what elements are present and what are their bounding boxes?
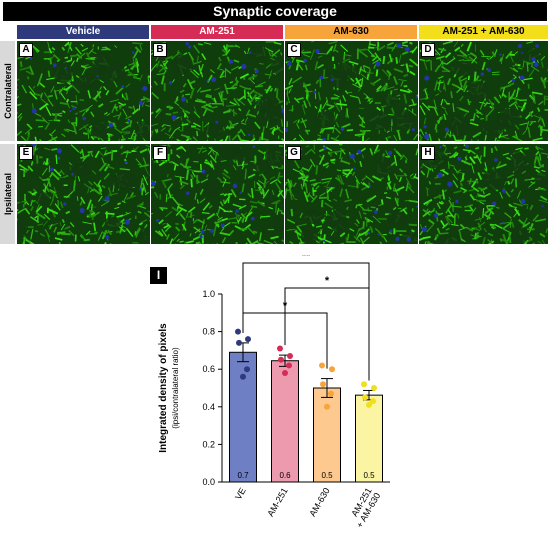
micrograph-image xyxy=(419,41,548,141)
data-point xyxy=(370,398,376,405)
micrograph-panel-b: B xyxy=(151,41,284,141)
y-axis-label: Integrated density of pixels xyxy=(158,323,169,453)
data-point xyxy=(240,373,246,380)
micrograph-image xyxy=(151,41,284,141)
significance-label: * xyxy=(325,275,330,287)
y-tick-label: 1.0 xyxy=(202,289,215,299)
significance-label: ** xyxy=(302,255,311,262)
y-tick-label: 0.0 xyxy=(202,477,215,487)
data-point xyxy=(319,362,325,369)
y-tick-label: 0.6 xyxy=(202,364,215,374)
data-point xyxy=(235,328,241,335)
bar xyxy=(313,387,341,483)
bar-value-label: 0.7 xyxy=(237,471,249,480)
significance-bracket xyxy=(242,312,328,369)
micrograph-image xyxy=(285,144,418,244)
data-point xyxy=(320,381,326,388)
data-point xyxy=(366,401,372,408)
y-tick-label: 0.2 xyxy=(202,439,215,449)
column-header-am251: AM-251 xyxy=(151,25,283,39)
bar xyxy=(229,351,257,483)
x-tick-label-line: AM-630 xyxy=(307,486,331,518)
chart-panel-letter: I xyxy=(150,267,167,284)
row-label-ipsilateral: Ipsilateral xyxy=(0,144,15,244)
data-point xyxy=(245,336,251,343)
figure-title: Synaptic coverage xyxy=(3,2,547,21)
x-tick-label-line: AM-251 xyxy=(265,486,289,518)
micrograph-panel-f: F xyxy=(151,144,284,244)
data-point xyxy=(278,356,284,363)
panel-letter: A xyxy=(19,43,33,57)
data-point xyxy=(329,366,335,373)
row-label-contralateral-text: Contralateral xyxy=(2,63,13,119)
data-point xyxy=(362,394,368,401)
x-tick-label: AM-251 xyxy=(265,486,289,518)
bar-value-label: 0.5 xyxy=(321,471,333,480)
x-tick-label: AM-251+ AM-630 xyxy=(346,486,383,530)
micrograph-image xyxy=(151,144,284,244)
data-point xyxy=(328,390,334,397)
micrograph-image xyxy=(17,144,150,244)
x-tick-label: VE xyxy=(233,486,248,501)
column-header-combo: AM-251 + AM-630 xyxy=(419,25,548,39)
panel-letter: E xyxy=(19,146,33,160)
data-point xyxy=(236,339,242,346)
data-point xyxy=(324,403,330,410)
micrograph-panel-c: C xyxy=(285,41,418,141)
panel-letter: B xyxy=(153,43,167,57)
data-point xyxy=(287,353,293,360)
micrograph-panel-a: A xyxy=(17,41,150,141)
y-tick-label: 0.8 xyxy=(202,327,215,337)
data-point xyxy=(286,362,292,369)
row-label-contralateral: Contralateral xyxy=(0,41,15,141)
panel-letter: D xyxy=(421,43,435,57)
bar xyxy=(355,394,383,483)
row-label-ipsilateral-text: Ipsilateral xyxy=(2,172,13,216)
bar xyxy=(271,360,299,483)
panel-letter: G xyxy=(287,146,301,160)
micrograph-image xyxy=(285,41,418,141)
micrograph-panel-g: G xyxy=(285,144,418,244)
significance-bracket xyxy=(242,262,370,381)
bar-chart: 0.0 0.2 0.4 0.6 0.8 1.0 Integrated density of … xyxy=(158,255,390,530)
x-tick-label-line: VE xyxy=(233,486,248,501)
micrograph-image xyxy=(17,41,150,141)
data-point xyxy=(282,369,288,376)
panel-letter: H xyxy=(421,146,435,160)
micrograph-panel-h: H xyxy=(419,144,548,244)
column-header-vehicle: Vehicle xyxy=(17,25,149,39)
micrograph-image xyxy=(419,144,548,244)
y-axis-sublabel: (ipsi/contralateral ratio) xyxy=(171,347,180,429)
column-header-am630: AM-630 xyxy=(285,25,417,39)
data-point xyxy=(371,385,377,391)
y-tick-label: 0.4 xyxy=(202,402,215,412)
data-point xyxy=(244,366,250,373)
significance-bracket xyxy=(284,287,370,381)
micrograph-panel-d: D xyxy=(419,41,548,141)
panel-letter: F xyxy=(153,146,167,160)
data-point xyxy=(277,345,283,352)
bar-value-label: 0.6 xyxy=(279,471,291,480)
bar-value-label: 0.5 xyxy=(363,471,375,480)
significance-label: * xyxy=(283,300,288,312)
panel-letter: C xyxy=(287,43,301,57)
micrograph-panel-e: E xyxy=(17,144,150,244)
x-tick-label: AM-630 xyxy=(307,486,331,518)
data-point xyxy=(361,381,367,388)
